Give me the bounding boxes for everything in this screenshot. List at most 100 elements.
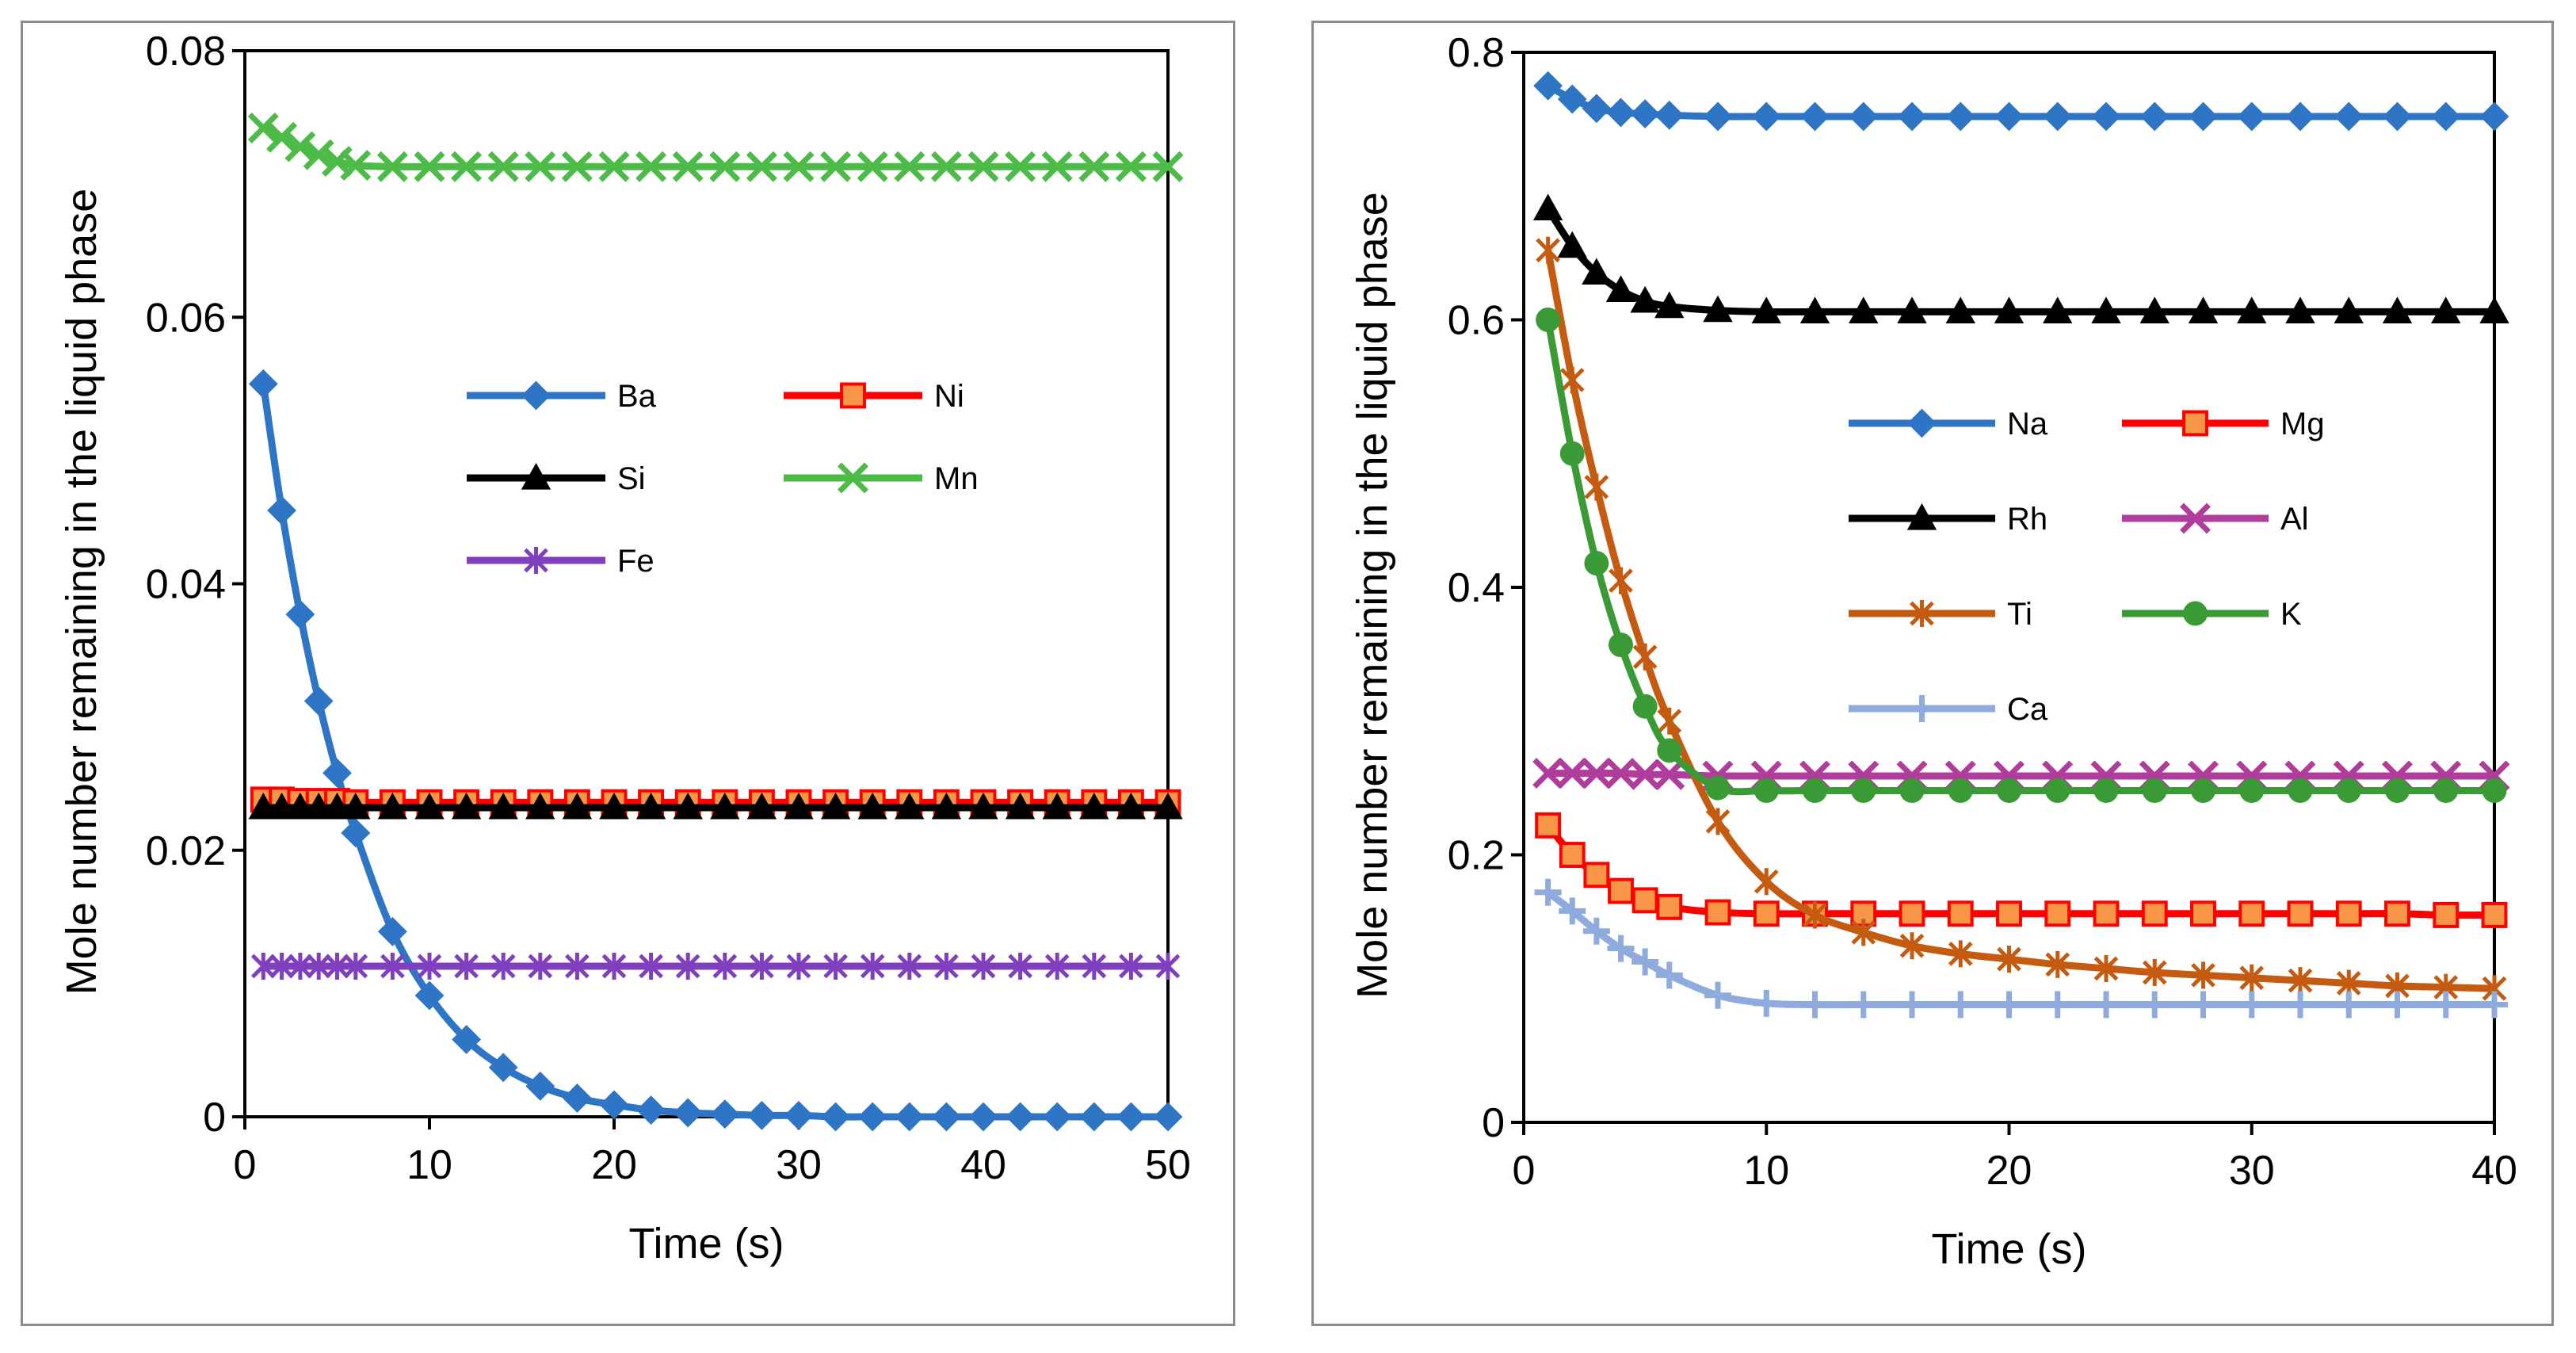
data-point-na	[2334, 101, 2364, 132]
data-point-si	[303, 792, 334, 820]
data-point-rh	[1605, 275, 1636, 302]
data-point-mn	[857, 151, 888, 182]
data-point-fe	[269, 953, 294, 980]
series-k	[1536, 308, 2507, 803]
data-point-ba	[525, 1071, 555, 1101]
data-point-mn	[672, 151, 704, 182]
data-point-mn	[709, 151, 741, 182]
data-point-si	[1079, 792, 1109, 820]
data-point-si	[931, 792, 962, 820]
data-point-ba	[1153, 1102, 1183, 1132]
series-mg	[1535, 812, 2508, 928]
data-point-si	[1005, 792, 1036, 820]
data-point-rh	[1582, 258, 1612, 285]
data-point-si	[673, 792, 703, 820]
data-point-rh	[2285, 296, 2315, 323]
data-point-al	[1605, 758, 1636, 789]
legend: Ba Ni Si Mn Fe	[467, 379, 979, 579]
legend-label: Ba	[617, 379, 657, 414]
data-point-ca	[2093, 991, 2120, 1019]
legend-item-rh: Rh	[1849, 502, 2047, 537]
data-point-ba	[414, 980, 445, 1011]
data-point-fe	[601, 953, 627, 980]
legend-item-k: K	[2122, 597, 2302, 632]
data-point-ba	[488, 1053, 518, 1083]
data-point-na	[2091, 101, 2121, 132]
data-point-mg	[2287, 900, 2314, 927]
x-tick-label: 40	[960, 1142, 1006, 1188]
data-point-mg	[2093, 900, 2120, 927]
data-point-rh	[1557, 231, 1587, 258]
data-point-ba	[452, 1025, 482, 1054]
data-point-si	[968, 792, 998, 820]
data-point-ti	[1657, 707, 1682, 735]
data-point-na	[2285, 101, 2315, 132]
data-point-ba	[562, 1084, 592, 1113]
data-point-ti	[1754, 868, 1779, 896]
data-point-fe	[417, 953, 442, 980]
data-point-rh	[1703, 295, 1733, 323]
data-point-ti	[1803, 901, 1827, 929]
legend-swatch-marker	[521, 380, 551, 411]
data-point-mg	[1559, 842, 1586, 868]
data-point-fe	[712, 953, 738, 980]
data-point-mg	[1753, 900, 1780, 927]
data-point-si	[248, 792, 278, 820]
data-point-rh	[1751, 296, 1781, 323]
data-point-rh	[2188, 296, 2219, 323]
data-point-rh	[1654, 291, 1685, 319]
data-point-k	[2142, 778, 2167, 803]
data-point-al	[1532, 758, 1564, 789]
data-point-ca	[1704, 981, 1731, 1009]
data-point-rh	[2139, 296, 2170, 323]
x-axis-title: Time (s)	[1932, 1225, 2087, 1273]
data-point-si	[599, 792, 629, 820]
data-point-na	[2189, 101, 2218, 132]
data-point-na	[1703, 101, 1733, 132]
series-si	[248, 792, 1183, 820]
series-ca	[1534, 878, 2508, 1019]
data-point-ca	[2335, 991, 2363, 1019]
data-point-rh	[1994, 296, 2025, 323]
data-point-na	[1945, 101, 1975, 132]
data-point-mn	[451, 151, 483, 182]
data-point-ba	[377, 916, 407, 946]
data-point-si	[1042, 792, 1072, 820]
data-point-mg	[1583, 862, 1610, 889]
series-ti	[1536, 236, 2507, 1003]
data-point-si	[525, 792, 555, 820]
legend-swatch-marker	[1906, 503, 1937, 530]
data-point-fe	[934, 953, 959, 980]
y-tick-label: 0	[203, 1095, 226, 1141]
data-point-ba	[341, 818, 371, 848]
data-point-ba	[1116, 1102, 1146, 1132]
legend-swatch-marker	[1910, 600, 1934, 627]
data-point-fe	[288, 953, 313, 980]
x-tick-label: 40	[2471, 1148, 2517, 1194]
legend-swatch-marker	[2182, 410, 2208, 437]
data-point-mg	[2238, 900, 2265, 927]
data-point-ti	[1584, 473, 1609, 501]
data-point-k	[1632, 694, 1658, 719]
y-tick-label: 0.6	[1448, 298, 1505, 344]
data-point-ti	[1997, 946, 2021, 973]
data-point-si	[1153, 792, 1183, 820]
data-point-mn	[266, 121, 298, 153]
legend-label: Al	[2280, 502, 2309, 537]
legend-label: Rh	[2007, 502, 2047, 537]
data-point-ca	[2432, 991, 2460, 1019]
y-axis-title: Mole number remaining in the liquid phas…	[1349, 192, 1396, 999]
series-na	[1533, 71, 2509, 132]
data-point-mn	[1005, 151, 1036, 182]
legend-swatch-marker	[840, 382, 866, 409]
data-point-na	[1654, 100, 1685, 130]
data-point-al	[1556, 758, 1588, 789]
data-point-na	[2383, 101, 2412, 132]
data-point-k	[1948, 778, 1973, 803]
data-point-fe	[786, 953, 811, 980]
data-point-k	[2288, 778, 2313, 803]
chart-panel-left: 0 0.02 0.04 0.06 0.08 0 10 20 30 40 50 Time (s) Mole…	[21, 21, 1235, 1326]
data-point-ca	[2287, 991, 2314, 1019]
data-point-mn	[340, 150, 372, 182]
legend-label: Mn	[934, 461, 979, 496]
